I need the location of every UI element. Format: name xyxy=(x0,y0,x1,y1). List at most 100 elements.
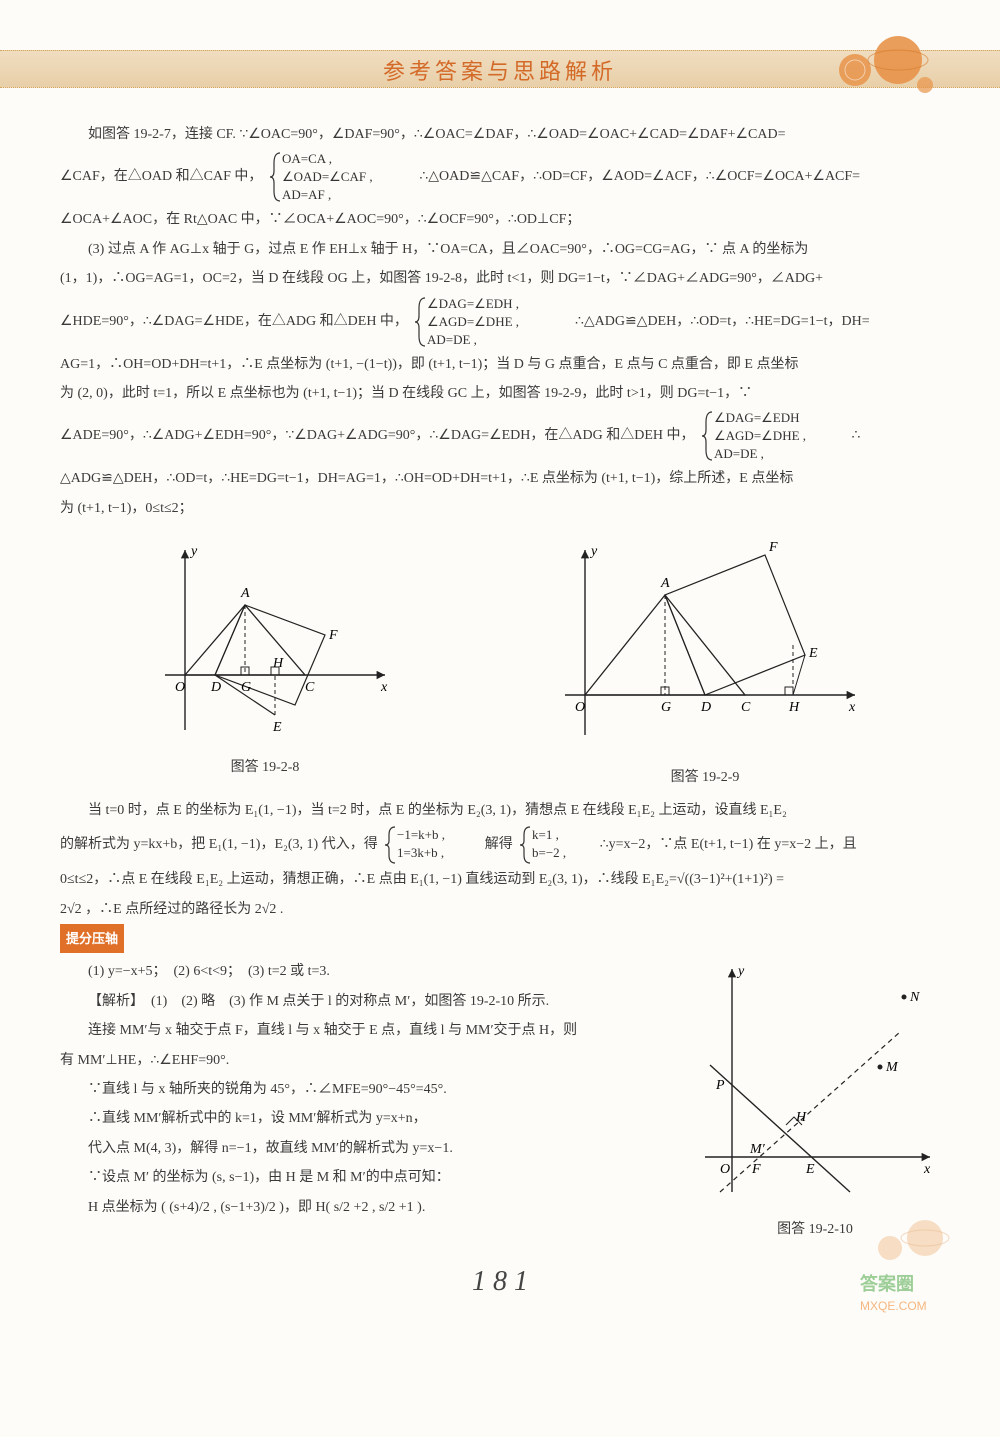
figure-caption: 图答 19-2-9 xyxy=(545,763,865,792)
svg-text:D: D xyxy=(700,700,711,715)
svg-text:∠AGD=∠DHE ,: ∠AGD=∠DHE , xyxy=(427,314,519,329)
brace-system-icon: ∠DAG=∠EDH , ∠AGD=∠DHE , AD=DE , xyxy=(411,294,571,350)
paragraph: ∵设点 M′ 的坐标为 (s, s−1)，由 H 是 M 和 M′的中点可知： xyxy=(60,1163,672,1192)
header-ornament-icon xyxy=(820,30,940,100)
paragraph: 代入点 M(4, 3)，解得 n=−1，故直线 MM′的解析式为 y=x−1. xyxy=(60,1134,672,1163)
svg-text:F: F xyxy=(328,628,338,643)
svg-text:O: O xyxy=(720,1162,730,1177)
section-label: 提分压轴 xyxy=(60,924,124,953)
paragraph: (1，1)，∴OG=AG=1，OC=2，当 D 在线段 OG 上，如图答 19-… xyxy=(60,264,940,293)
figures-row: O D G H C A F E x y 图答 19-2-8 xyxy=(60,535,940,792)
svg-text:∠AGD=∠DHE ,: ∠AGD=∠DHE , xyxy=(714,428,806,443)
svg-text:G: G xyxy=(241,680,251,695)
paragraph: ∠ADE=90°，∴∠ADG+∠EDH=90°，∵∠DAG+∠ADG=90°，∴… xyxy=(60,408,940,464)
footer-ornament-icon xyxy=(860,1218,960,1268)
text-fragment: ∴△OAD≌△CAF，∴OD=CF，∠AOD=∠ACF，∴∠OCF=∠OCA+∠… xyxy=(419,170,860,185)
figure-19-2-10: O E F P H M′ M N x y 图答 19-2-10 xyxy=(690,957,940,1244)
svg-text:O: O xyxy=(575,700,585,715)
svg-text:E: E xyxy=(805,1162,815,1177)
svg-text:E: E xyxy=(272,720,282,735)
brace-system-icon: k=1 , b=−2 , xyxy=(516,825,596,865)
paragraph: 2√2 ，∴E 点所经过的路径长为 2√2 . xyxy=(60,895,940,924)
page: 参考答案与思路解析 如图答 19-2-7，连接 CF. ∵∠OAC=90°，∠D… xyxy=(0,0,1000,1338)
svg-text:OA=CA ,: OA=CA , xyxy=(282,151,332,166)
brace-system-icon: OA=CA , ∠OAD=∠CAF , AD=AF , xyxy=(266,149,416,205)
svg-text:H: H xyxy=(272,656,284,671)
diagram-19-2-8: O D G H C A F E x y xyxy=(135,535,395,735)
svg-text:b=−2 ,: b=−2 , xyxy=(532,845,566,860)
figure-19-2-8: O D G H C A F E x y 图答 19-2-8 xyxy=(135,535,395,792)
watermark-icon: 答案圈 MXQE.COM xyxy=(860,1270,980,1318)
svg-text:∠DAG=∠EDH: ∠DAG=∠EDH xyxy=(714,410,800,425)
paragraph: ∠HDE=90°，∴∠DAG=∠HDE，在△ADG 和△DEH 中， ∠DAG=… xyxy=(60,294,940,350)
svg-text:MXQE.COM: MXQE.COM xyxy=(860,1299,927,1313)
header-banner: 参考答案与思路解析 xyxy=(0,30,1000,100)
text-fragment: ∠CAF，在△OAD 和△CAF 中， xyxy=(60,170,262,185)
svg-text:∠OAD=∠CAF ,: ∠OAD=∠CAF , xyxy=(282,169,373,184)
lower-text-column: (1) y=−x+5； (2) 6<t<9； (3) t=2 或 t=3. 【解… xyxy=(60,957,672,1222)
paragraph: (1) y=−x+5； (2) 6<t<9； (3) t=2 或 t=3. xyxy=(60,957,672,986)
text-fragment: ∴△ADG≌△DEH，∴OD=t，∴HE=DG=1−t，DH= xyxy=(575,314,870,329)
brace-system-icon: ∠DAG=∠EDH ∠AGD=∠DHE , AD=DE , xyxy=(698,408,848,464)
svg-text:y: y xyxy=(736,964,745,979)
svg-text:AD=DE ,: AD=DE , xyxy=(714,446,764,461)
paragraph: 为 (t+1, t−1)，0≤t≤2； xyxy=(60,494,940,523)
content-body: 如图答 19-2-7，连接 CF. ∵∠OAC=90°，∠DAF=90°，∴∠O… xyxy=(60,120,940,1244)
paragraph: ∠CAF，在△OAD 和△CAF 中， OA=CA , ∠OAD=∠CAF , … xyxy=(60,149,940,205)
svg-text:M′: M′ xyxy=(749,1142,766,1157)
text-fragment: 解得 xyxy=(485,838,513,853)
svg-text:y: y xyxy=(189,544,198,559)
svg-text:H: H xyxy=(788,700,800,715)
svg-text:x: x xyxy=(923,1162,931,1177)
figure-19-2-9: O G D C H A F E x y 图答 19-2-9 xyxy=(545,535,865,792)
paragraph: 0≤t≤2，∴点 E 在线段 E₁E₂ 上运动，猜想正确，∴E 点由 E₁(1,… xyxy=(60,865,940,894)
svg-text:−1=k+b ,: −1=k+b , xyxy=(397,827,445,842)
paragraph: ∵直线 l 与 x 轴所夹的锐角为 45°，∴∠MFE=90°−45°=45°. xyxy=(60,1075,672,1104)
diagram-19-2-9: O G D C H A F E x y xyxy=(545,535,865,745)
svg-text:D: D xyxy=(210,680,221,695)
paragraph: (3) 过点 A 作 AG⊥x 轴于 G，过点 E 作 EH⊥x 轴于 H，∵O… xyxy=(60,235,940,264)
paragraph: AG=1，∴OH=OD+DH=t+1，∴E 点坐标为 (t+1, −(1−t))… xyxy=(60,350,940,379)
text-fragment: ∴ xyxy=(852,429,861,444)
text-fragment: ∠HDE=90°，∴∠DAG=∠HDE，在△ADG 和△DEH 中， xyxy=(60,314,408,329)
paragraph: 为 (2, 0)，此时 t=1，所以 E 点坐标也为 (t+1, t−1)；当 … xyxy=(60,379,940,408)
paragraph: 当 t=0 时，点 E 的坐标为 E₁(1, −1)，当 t=2 时，点 E 的… xyxy=(60,796,940,825)
text-fragment: 的解析式为 y=kx+b，把 E₁(1, −1)，E₂(3, 1) 代入，得 xyxy=(60,838,378,853)
paragraph: ∠OCA+∠AOC，在 Rt△OAC 中，∵∠OCA+∠AOC=90°，∴∠OC… xyxy=(60,205,940,234)
svg-text:H: H xyxy=(795,1110,807,1125)
paragraph: △ADG≌△DEH，∴OD=t，∴HE=DG=t−1，DH=AG=1，∴OH=O… xyxy=(60,464,940,493)
brace-system-icon: −1=k+b , 1=3k+b , xyxy=(381,825,481,865)
page-number: 1 8 1 xyxy=(60,1266,940,1298)
svg-text:C: C xyxy=(305,680,315,695)
svg-text:y: y xyxy=(589,544,598,559)
lower-row: (1) y=−x+5； (2) 6<t<9； (3) t=2 或 t=3. 【解… xyxy=(60,957,940,1244)
paragraph: H 点坐标为 ( (s+4)/2 , (s−1+3)/2 )，即 H( s/2 … xyxy=(60,1193,672,1222)
paragraph: 有 MM′⊥HE，∴∠EHF=90°. xyxy=(60,1046,672,1075)
text-fragment: ∠ADE=90°，∴∠ADG+∠EDH=90°，∵∠DAG+∠ADG=90°，∴… xyxy=(60,429,695,444)
figure-caption: 图答 19-2-8 xyxy=(135,753,395,782)
svg-text:M: M xyxy=(885,1060,899,1075)
svg-text:O: O xyxy=(175,680,185,695)
svg-text:x: x xyxy=(380,680,388,695)
svg-text:AD=DE ,: AD=DE , xyxy=(427,332,477,347)
svg-text:答案圈: 答案圈 xyxy=(860,1273,914,1294)
svg-text:G: G xyxy=(661,700,671,715)
svg-text:∠DAG=∠EDH ,: ∠DAG=∠EDH , xyxy=(427,296,519,311)
svg-text:1=3k+b ,: 1=3k+b , xyxy=(397,845,444,860)
svg-text:k=1 ,: k=1 , xyxy=(532,827,559,842)
svg-text:C: C xyxy=(741,700,751,715)
svg-text:E: E xyxy=(808,646,818,661)
diagram-19-2-10: O E F P H M′ M N x y xyxy=(690,957,940,1197)
paragraph: 的解析式为 y=kx+b，把 E₁(1, −1)，E₂(3, 1) 代入，得 −… xyxy=(60,825,940,865)
text-fragment: ∴y=x−2，∵点 E(t+1, t−1) 在 y=x−2 上，且 xyxy=(600,838,857,853)
paragraph: 连接 MM′与 x 轴交于点 F，直线 l 与 x 轴交于 E 点，直线 l 与… xyxy=(60,1016,672,1045)
svg-text:P: P xyxy=(715,1078,725,1093)
svg-text:N: N xyxy=(909,990,920,1005)
svg-text:F: F xyxy=(768,540,778,555)
svg-text:x: x xyxy=(848,700,856,715)
svg-text:A: A xyxy=(240,586,250,601)
paragraph: ∴直线 MM′解析式中的 k=1，设 MM′解析式为 y=x+n， xyxy=(60,1104,672,1133)
svg-text:A: A xyxy=(660,576,670,591)
paragraph: 如图答 19-2-7，连接 CF. ∵∠OAC=90°，∠DAF=90°，∴∠O… xyxy=(60,120,940,149)
paragraph: 【解析】 (1) (2) 略 (3) 作 M 点关于 l 的对称点 M′，如图答… xyxy=(60,987,672,1016)
